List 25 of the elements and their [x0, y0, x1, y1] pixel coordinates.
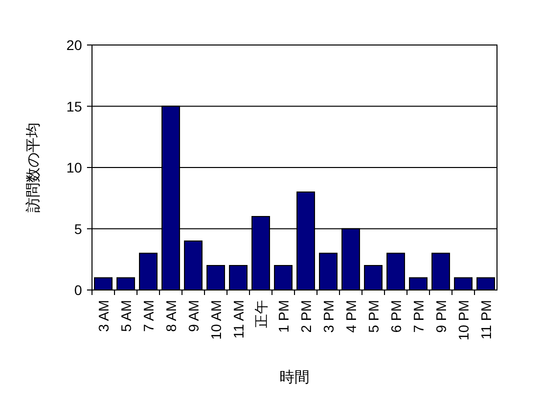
x-tick-label: 10 PM	[455, 300, 472, 340]
x-tick-label: 7 PM	[410, 300, 426, 333]
x-tick-label: 6 PM	[388, 300, 404, 333]
x-axis-title: 時間	[280, 369, 310, 386]
x-tick-label: 3 AM	[95, 300, 112, 332]
y-tick-label: 5	[74, 220, 82, 237]
x-tick-label: 正午	[252, 300, 269, 328]
y-tick-label: 20	[66, 37, 82, 53]
y-tick-label: 15	[66, 98, 82, 114]
y-tick-label: 0	[74, 282, 82, 298]
x-tick-label: 10 AM	[208, 300, 224, 340]
x-tick-label: 11 AM	[230, 300, 246, 339]
x-tick-label: 5 PM	[365, 300, 382, 333]
x-tick-label: 5 AM	[118, 300, 134, 332]
x-tick-label: 8 AM	[162, 300, 179, 332]
x-tick-label: 2 PM	[298, 300, 314, 333]
x-tick-label: 3 PM	[320, 300, 336, 333]
x-tick-label: 7 AM	[140, 300, 156, 332]
x-tick-label: 9 PM	[432, 300, 449, 333]
x-tick-label: 9 AM	[185, 300, 202, 332]
y-tick-label: 10	[66, 160, 82, 176]
x-tick-label: 1 PM	[275, 300, 292, 333]
x-tick-label: 11 PM	[478, 300, 494, 340]
y-axis-title: 訪問数の平均	[25, 122, 42, 212]
x-tick-label: 4 PM	[342, 300, 359, 333]
